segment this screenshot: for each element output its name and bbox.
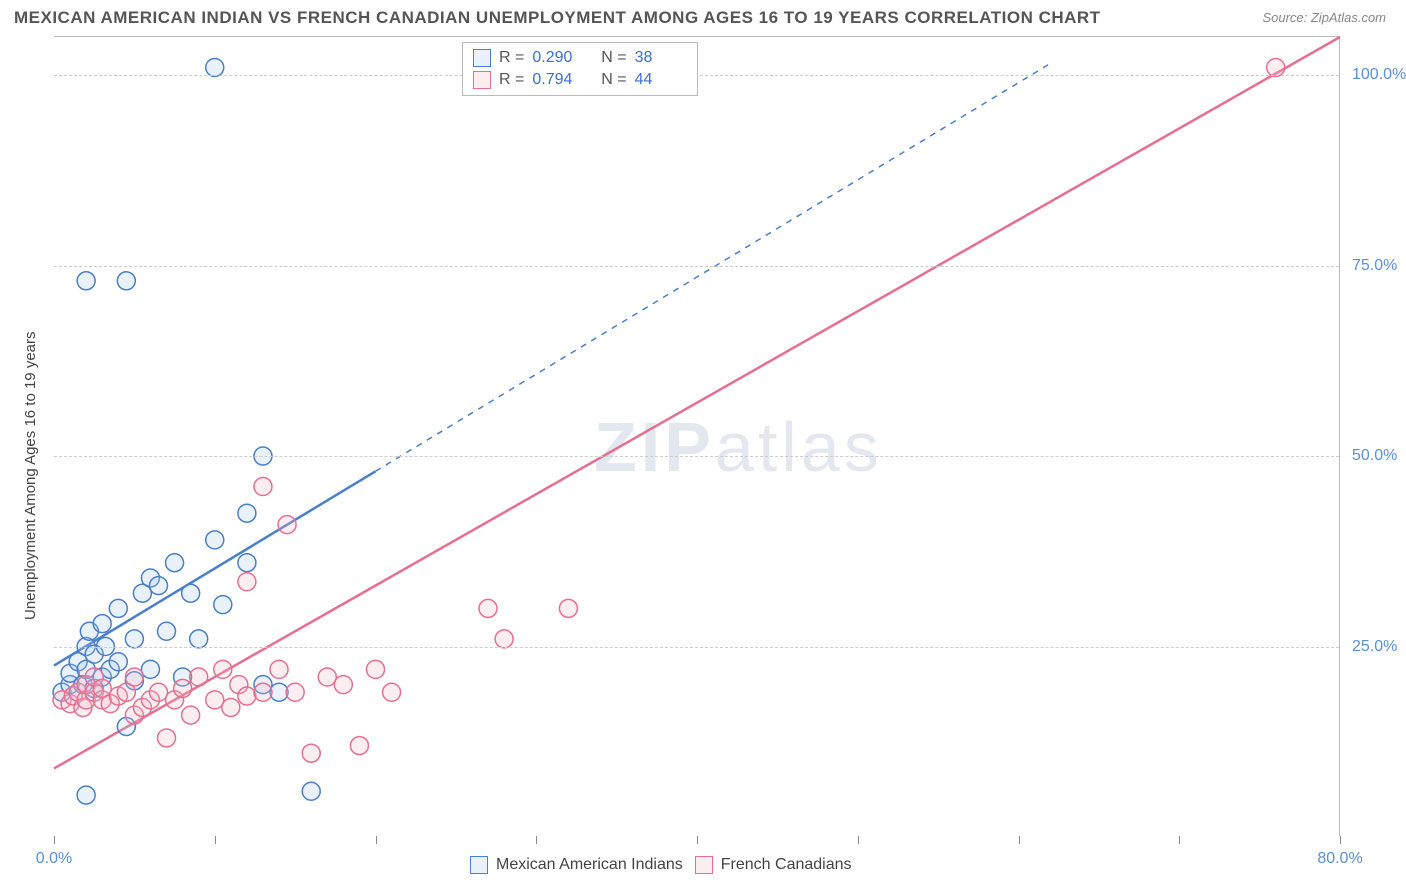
trend-line-mexican_american_indians — [54, 471, 376, 665]
scatter-point-french_canadians — [302, 744, 320, 762]
correlation-legend: R = 0.290 N = 38 R = 0.794 N = 44 — [462, 42, 698, 96]
legend-n-label: N = — [592, 49, 626, 67]
gridline — [54, 266, 1339, 267]
y-tick-label: 25.0% — [1352, 638, 1397, 656]
scatter-point-french_canadians — [318, 668, 336, 686]
scatter-point-mexican_american_indians — [182, 584, 200, 602]
scatter-point-french_canadians — [149, 683, 167, 701]
scatter-point-mexican_american_indians — [190, 630, 208, 648]
trend-line-dashed-mexican_american_indians — [376, 63, 1051, 471]
scatter-point-french_canadians — [367, 660, 385, 678]
scatter-point-french_canadians — [238, 687, 256, 705]
legend-series-label: French Canadians — [721, 856, 852, 874]
scatter-point-french_canadians — [278, 516, 296, 534]
scatter-point-mexican_american_indians — [158, 622, 176, 640]
legend-series-label: Mexican American Indians — [496, 856, 683, 874]
x-tick — [1340, 836, 1341, 844]
chart-title: MEXICAN AMERICAN INDIAN VS FRENCH CANADI… — [14, 8, 1101, 28]
gridline — [54, 647, 1339, 648]
legend-n-value: 38 — [635, 49, 687, 67]
scatter-point-french_canadians — [286, 683, 304, 701]
legend-row-french_canadians: R = 0.794 N = 44 — [473, 69, 687, 91]
scatter-point-french_canadians — [125, 668, 143, 686]
legend-n-value: 44 — [635, 71, 687, 89]
scatter-point-french_canadians — [559, 599, 577, 617]
scatter-point-french_canadians — [182, 706, 200, 724]
scatter-point-french_canadians — [254, 683, 272, 701]
scatter-point-french_canadians — [334, 676, 352, 694]
y-tick-label: 100.0% — [1352, 66, 1406, 84]
scatter-point-mexican_american_indians — [270, 683, 288, 701]
x-tick — [54, 836, 55, 844]
scatter-point-mexican_american_indians — [77, 272, 95, 290]
scatter-point-french_canadians — [350, 737, 368, 755]
scatter-point-mexican_american_indians — [214, 596, 232, 614]
scatter-point-french_canadians — [383, 683, 401, 701]
scatter-point-mexican_american_indians — [206, 531, 224, 549]
scatter-point-french_canadians — [254, 478, 272, 496]
legend-n-label: N = — [592, 71, 626, 89]
scatter-point-mexican_american_indians — [302, 782, 320, 800]
scatter-point-french_canadians — [1267, 58, 1285, 76]
scatter-svg — [54, 37, 1340, 837]
scatter-point-mexican_american_indians — [117, 272, 135, 290]
x-tick — [858, 836, 859, 844]
x-tick-label: 80.0% — [1317, 850, 1362, 868]
source-attribution: Source: ZipAtlas.com — [1262, 10, 1386, 25]
scatter-point-mexican_american_indians — [166, 554, 184, 572]
series-legend: Mexican American Indians French Canadians — [470, 856, 852, 874]
scatter-point-mexican_american_indians — [93, 615, 111, 633]
scatter-point-french_canadians — [270, 660, 288, 678]
legend-r-value: 0.290 — [532, 49, 584, 67]
scatter-point-french_canadians — [495, 630, 513, 648]
legend-item-french_canadians: French Canadians — [695, 856, 852, 874]
legend-r-value: 0.794 — [532, 71, 584, 89]
scatter-point-mexican_american_indians — [141, 660, 159, 678]
legend-swatch — [470, 856, 488, 874]
x-tick — [536, 836, 537, 844]
y-tick-label: 75.0% — [1352, 257, 1397, 275]
scatter-point-french_canadians — [190, 668, 208, 686]
x-tick-label: 0.0% — [36, 850, 72, 868]
x-tick — [1179, 836, 1180, 844]
x-tick — [376, 836, 377, 844]
legend-item-mexican_american_indians: Mexican American Indians — [470, 856, 683, 874]
scatter-point-french_canadians — [214, 660, 232, 678]
scatter-point-french_canadians — [238, 573, 256, 591]
legend-r-label: R = — [499, 71, 524, 89]
scatter-point-mexican_american_indians — [109, 599, 127, 617]
legend-swatch — [695, 856, 713, 874]
trend-line-french_canadians — [54, 37, 1340, 768]
scatter-point-french_canadians — [222, 698, 240, 716]
y-axis-label: Unemployment Among Ages 16 to 19 years — [22, 331, 39, 620]
x-tick — [1019, 836, 1020, 844]
scatter-point-french_canadians — [479, 599, 497, 617]
scatter-point-mexican_american_indians — [109, 653, 127, 671]
y-tick-label: 50.0% — [1352, 447, 1397, 465]
legend-r-label: R = — [499, 49, 524, 67]
scatter-point-mexican_american_indians — [238, 554, 256, 572]
legend-swatch — [473, 49, 491, 67]
scatter-point-french_canadians — [158, 729, 176, 747]
scatter-plot-area: ZIPatlas 25.0%50.0%75.0%100.0% — [54, 36, 1340, 836]
scatter-point-mexican_american_indians — [77, 786, 95, 804]
gridline — [54, 456, 1339, 457]
scatter-point-french_canadians — [206, 691, 224, 709]
legend-swatch — [473, 71, 491, 89]
scatter-point-mexican_american_indians — [149, 577, 167, 595]
x-tick — [697, 836, 698, 844]
scatter-point-mexican_american_indians — [206, 58, 224, 76]
scatter-point-french_canadians — [174, 679, 192, 697]
legend-row-mexican_american_indians: R = 0.290 N = 38 — [473, 47, 687, 69]
scatter-point-mexican_american_indians — [125, 630, 143, 648]
x-tick — [215, 836, 216, 844]
scatter-point-mexican_american_indians — [238, 504, 256, 522]
